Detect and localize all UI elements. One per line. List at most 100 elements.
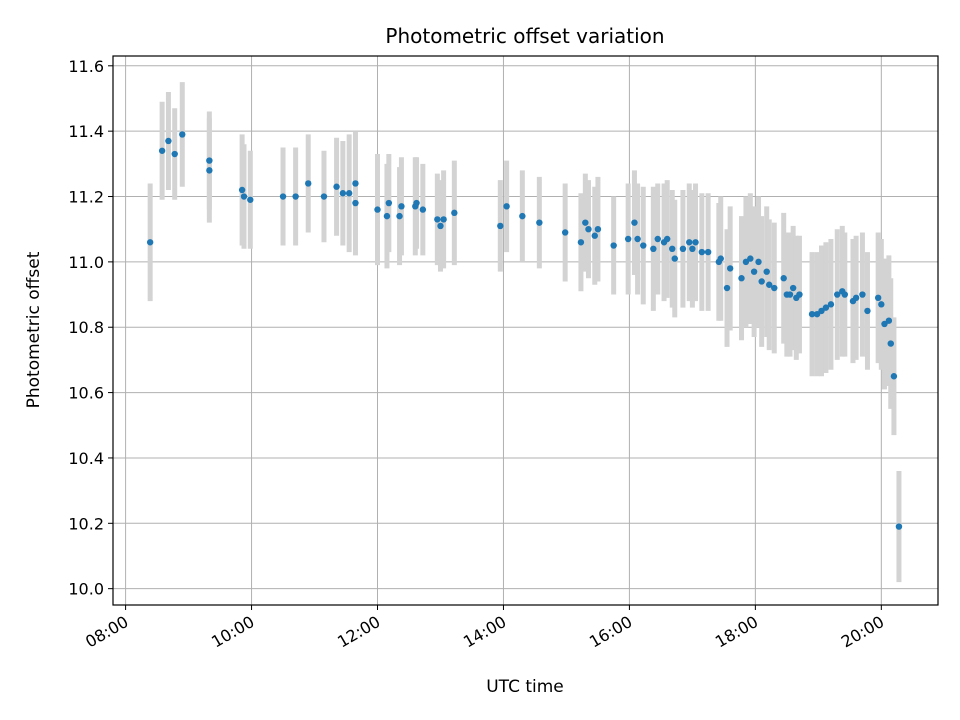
y-axis-label: Photometric offset bbox=[24, 251, 44, 408]
data-point bbox=[591, 232, 598, 239]
data-point bbox=[437, 222, 444, 230]
data-point bbox=[885, 317, 893, 324]
data-point bbox=[827, 301, 835, 308]
data-point bbox=[434, 216, 441, 223]
data-point bbox=[859, 291, 866, 298]
data-point bbox=[669, 245, 676, 253]
data-point bbox=[419, 206, 427, 213]
data-point bbox=[610, 242, 617, 249]
data-point bbox=[723, 284, 731, 292]
data-point bbox=[663, 235, 671, 243]
data-point bbox=[333, 183, 340, 190]
data-point bbox=[780, 275, 787, 282]
data-point bbox=[585, 225, 592, 233]
data-point bbox=[704, 248, 712, 256]
data-point bbox=[878, 301, 885, 308]
plot-frame bbox=[112, 55, 939, 606]
y-tick-label: 10.8 bbox=[68, 318, 104, 337]
data-point bbox=[594, 225, 602, 233]
data-point bbox=[413, 199, 420, 207]
data-point bbox=[654, 235, 661, 243]
data-points bbox=[146, 131, 903, 530]
grid bbox=[113, 56, 938, 605]
data-point bbox=[813, 310, 821, 318]
data-point bbox=[497, 222, 504, 230]
data-point bbox=[750, 268, 758, 275]
data-point bbox=[352, 180, 359, 187]
data-point bbox=[890, 373, 898, 380]
data-point bbox=[631, 219, 638, 226]
chart-title: Photometric offset variation bbox=[385, 24, 664, 48]
data-point bbox=[763, 268, 770, 275]
data-point bbox=[650, 245, 657, 253]
data-point bbox=[582, 219, 589, 226]
data-point bbox=[238, 186, 246, 194]
data-point bbox=[279, 193, 287, 200]
data-point bbox=[766, 281, 773, 288]
data-point bbox=[345, 190, 353, 197]
data-point bbox=[398, 203, 405, 210]
data-point bbox=[887, 340, 894, 347]
data-point bbox=[841, 291, 848, 298]
data-point bbox=[146, 239, 154, 246]
data-point bbox=[385, 199, 393, 207]
data-point bbox=[738, 275, 745, 282]
data-point bbox=[717, 255, 724, 262]
y-tick-label: 11.6 bbox=[68, 57, 104, 76]
data-point bbox=[671, 255, 678, 262]
data-point bbox=[786, 291, 794, 298]
data-point bbox=[396, 212, 403, 220]
data-point bbox=[179, 131, 186, 138]
data-point bbox=[834, 291, 841, 298]
data-point bbox=[536, 219, 543, 226]
y-tick-label: 11.4 bbox=[68, 122, 104, 141]
data-point bbox=[698, 248, 706, 256]
data-point bbox=[640, 242, 647, 249]
data-point bbox=[320, 193, 328, 200]
data-point bbox=[789, 284, 797, 292]
data-point bbox=[679, 245, 687, 253]
data-point bbox=[352, 199, 359, 207]
data-point bbox=[726, 265, 734, 272]
data-point bbox=[852, 294, 860, 302]
data-point bbox=[519, 212, 526, 220]
data-point bbox=[624, 235, 632, 243]
data-point bbox=[755, 258, 762, 266]
y-tick-label: 10.4 bbox=[68, 449, 104, 468]
data-point bbox=[796, 291, 803, 298]
data-point bbox=[383, 212, 391, 220]
data-point bbox=[451, 209, 458, 217]
data-point bbox=[440, 216, 447, 223]
data-point bbox=[292, 193, 299, 200]
data-point bbox=[818, 307, 825, 315]
data-point bbox=[305, 180, 312, 187]
data-point bbox=[864, 307, 871, 315]
data-point bbox=[247, 196, 254, 203]
data-point bbox=[374, 206, 381, 213]
data-point bbox=[503, 203, 510, 210]
data-point bbox=[808, 310, 816, 318]
data-point bbox=[758, 278, 765, 285]
data-point bbox=[158, 147, 166, 154]
x-axis-label: UTC time bbox=[486, 677, 564, 697]
data-point bbox=[874, 294, 882, 302]
data-point bbox=[634, 235, 641, 243]
y-tick-label: 11.0 bbox=[68, 253, 104, 272]
data-point bbox=[206, 167, 213, 174]
data-point bbox=[171, 150, 178, 158]
data-point bbox=[689, 245, 696, 253]
data-point bbox=[165, 137, 172, 145]
y-tick-label: 10.2 bbox=[68, 514, 104, 533]
data-point bbox=[206, 157, 213, 164]
data-point bbox=[339, 190, 347, 197]
y-tick-label: 10.0 bbox=[68, 580, 104, 599]
y-axis: 10.0 10.2 10.4 10.6 10.8 11.0 11.2 11.4 11.6 bbox=[68, 57, 113, 599]
data-point bbox=[771, 284, 778, 292]
data-point bbox=[577, 239, 585, 246]
data-point bbox=[895, 523, 903, 530]
y-tick-label: 10.6 bbox=[68, 384, 104, 403]
data-point bbox=[822, 304, 830, 311]
data-point bbox=[742, 258, 750, 266]
data-point bbox=[747, 255, 754, 262]
